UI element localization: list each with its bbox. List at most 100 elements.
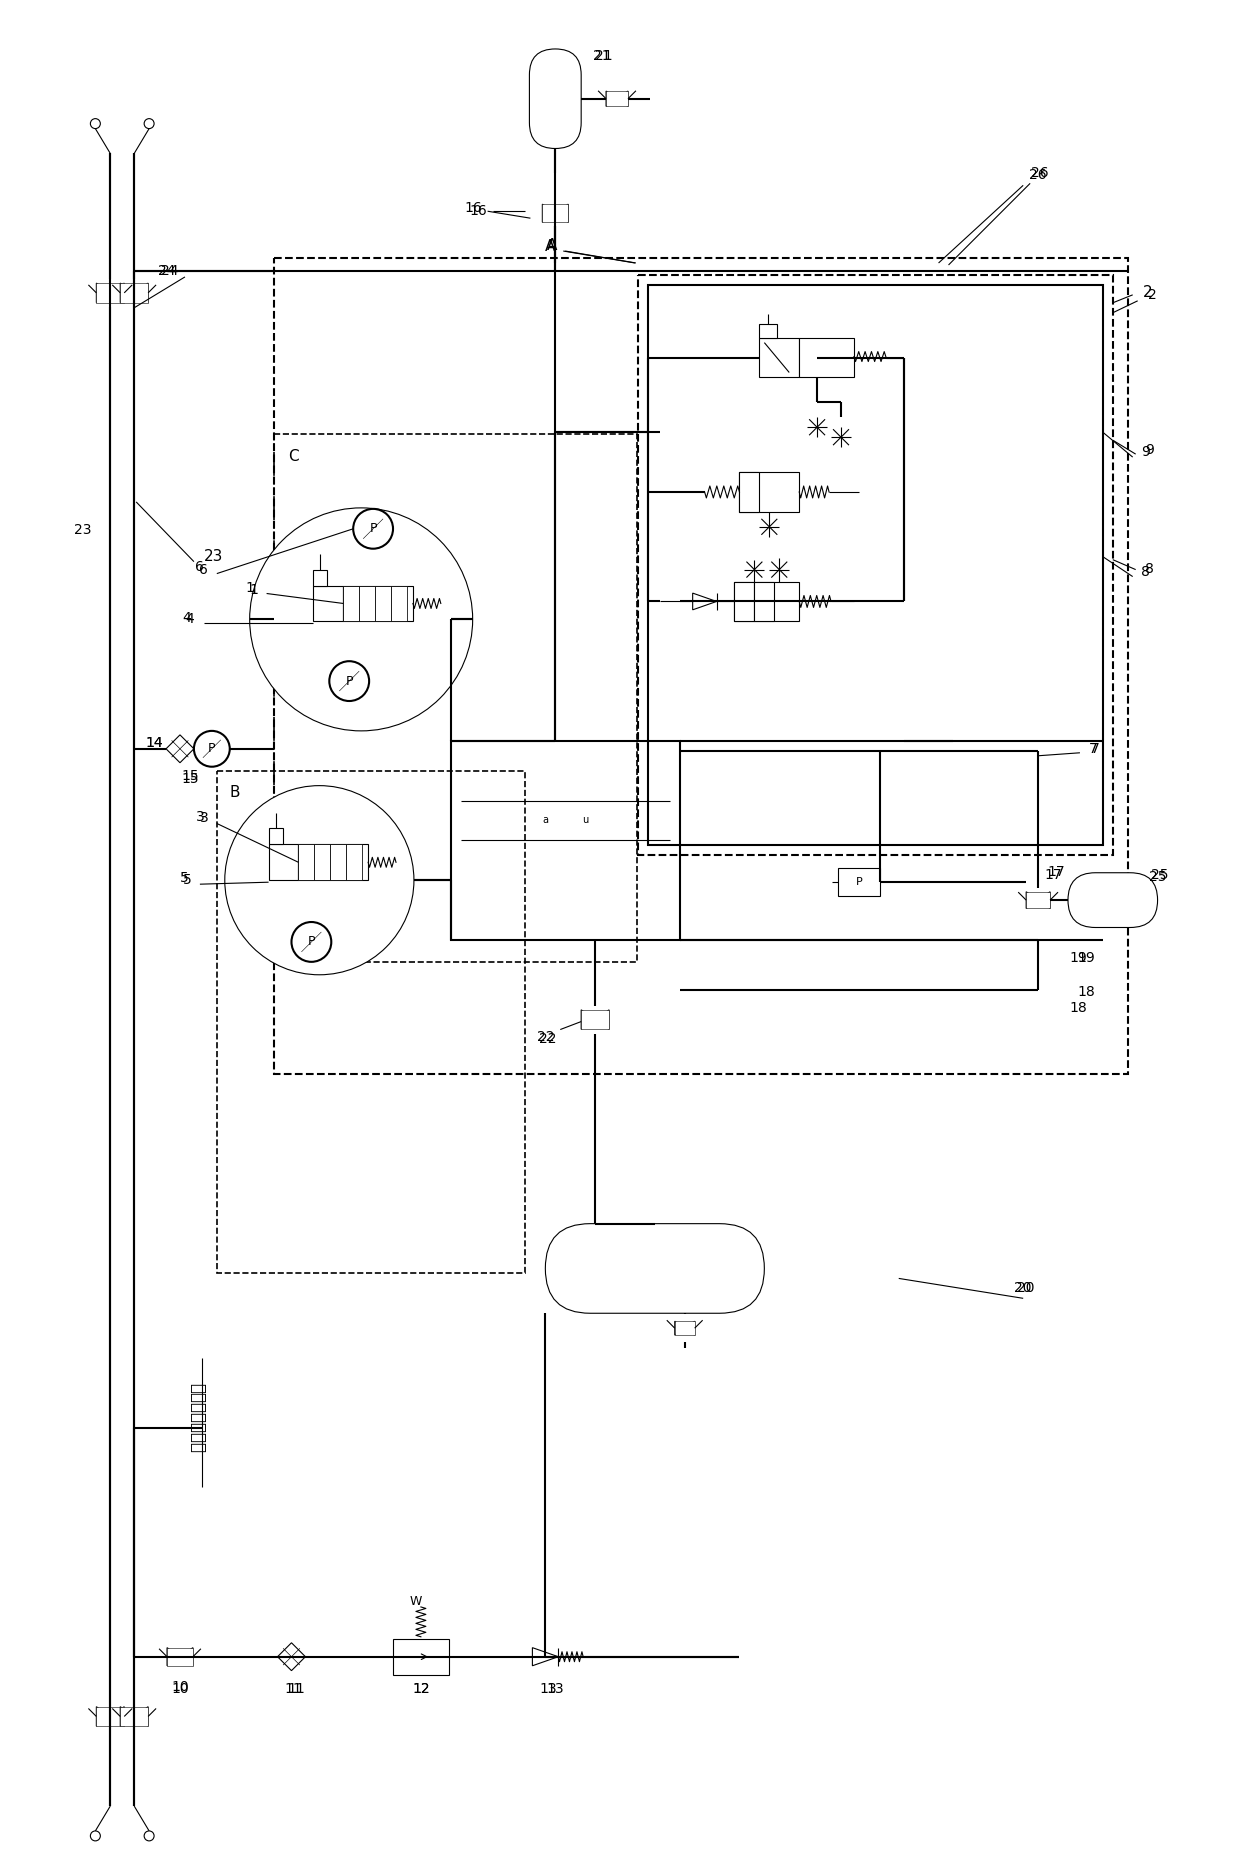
Text: 8: 8 (1141, 565, 1149, 578)
Bar (734, 582, 800, 622)
Text: C: C (288, 448, 299, 463)
Bar (391, 585, 407, 622)
Bar (167, 1648, 193, 1665)
Text: 24: 24 (159, 265, 176, 278)
Text: 9: 9 (1141, 444, 1149, 459)
Text: 24: 24 (161, 265, 179, 278)
Text: 16: 16 (470, 204, 487, 219)
Text: 26: 26 (1032, 167, 1049, 180)
Bar (269, 845, 299, 880)
Text: 22: 22 (537, 1030, 554, 1045)
Text: 11: 11 (288, 1682, 305, 1696)
Text: P: P (346, 674, 353, 687)
Bar (582, 1009, 609, 1030)
Text: 23: 23 (203, 550, 223, 565)
Bar (299, 845, 315, 880)
Circle shape (291, 922, 331, 961)
Text: 10: 10 (171, 1680, 188, 1693)
Text: 17: 17 (1044, 869, 1061, 882)
Text: u: u (582, 815, 588, 826)
Text: A: A (546, 239, 556, 254)
Text: 18: 18 (1069, 1000, 1086, 1015)
Text: 13: 13 (547, 1682, 564, 1696)
Text: 7: 7 (1089, 743, 1097, 756)
Text: 16: 16 (465, 202, 482, 215)
Bar (330, 845, 346, 880)
Text: 15: 15 (181, 769, 198, 783)
Text: 14: 14 (145, 735, 162, 750)
Text: 15: 15 (181, 772, 198, 785)
Bar (120, 283, 148, 302)
Bar (800, 337, 854, 378)
Bar (315, 845, 330, 880)
Text: 1: 1 (246, 580, 254, 594)
Bar (217, 770, 526, 1274)
Text: 5: 5 (180, 870, 188, 885)
Circle shape (249, 507, 472, 732)
Text: 12: 12 (412, 1682, 430, 1696)
Text: 20: 20 (1018, 1282, 1035, 1295)
Text: 25: 25 (1151, 869, 1168, 882)
Text: 19: 19 (1069, 950, 1086, 965)
Text: P: P (308, 935, 315, 948)
Bar (314, 570, 327, 585)
Circle shape (224, 785, 414, 974)
Text: 7: 7 (1090, 743, 1099, 756)
Bar (269, 828, 283, 845)
Bar (759, 324, 777, 337)
Bar (393, 1639, 449, 1674)
Bar (120, 1708, 148, 1726)
Bar (739, 472, 759, 511)
Text: 11: 11 (285, 1682, 303, 1696)
Bar (274, 257, 1127, 1074)
Text: 5: 5 (182, 872, 191, 887)
Text: 10: 10 (171, 1682, 188, 1696)
Text: 17: 17 (1048, 865, 1065, 880)
FancyBboxPatch shape (529, 48, 582, 148)
Text: 4: 4 (182, 611, 191, 626)
Bar (343, 585, 413, 622)
Text: 9: 9 (1146, 443, 1154, 457)
Text: P: P (856, 878, 862, 887)
Bar (542, 204, 568, 222)
FancyBboxPatch shape (546, 1224, 764, 1313)
Bar (343, 585, 360, 622)
Circle shape (330, 661, 370, 702)
Bar (838, 869, 880, 896)
Text: 18: 18 (1078, 985, 1095, 998)
Bar (97, 1708, 124, 1726)
Bar (734, 582, 754, 622)
Text: 4: 4 (186, 613, 195, 626)
Text: 2: 2 (1143, 285, 1152, 300)
Bar (346, 845, 362, 880)
Bar (675, 1320, 694, 1335)
Text: 13: 13 (539, 1682, 557, 1696)
Circle shape (193, 732, 229, 767)
Text: 6: 6 (200, 563, 208, 576)
Bar (754, 582, 774, 622)
Bar (274, 433, 637, 961)
Text: 6: 6 (196, 559, 205, 574)
Text: 19: 19 (1078, 950, 1095, 965)
Bar (1027, 893, 1050, 909)
Text: W: W (409, 1595, 422, 1608)
Bar (299, 845, 368, 880)
Text: 20: 20 (1014, 1282, 1032, 1295)
Bar (314, 585, 343, 622)
Text: a: a (542, 815, 548, 826)
Bar (637, 274, 1112, 856)
Circle shape (353, 509, 393, 548)
Bar (376, 585, 391, 622)
Text: 25: 25 (1148, 870, 1167, 883)
Text: 3: 3 (200, 811, 208, 826)
Text: A: A (547, 237, 558, 252)
Text: B: B (229, 785, 241, 800)
Bar (451, 741, 680, 941)
Bar (360, 585, 376, 622)
FancyBboxPatch shape (1068, 872, 1158, 928)
Text: 8: 8 (1146, 561, 1154, 576)
Text: 21: 21 (595, 48, 613, 63)
Text: 26: 26 (1029, 169, 1047, 181)
Text: 22: 22 (538, 1032, 556, 1046)
Bar (647, 285, 1102, 845)
